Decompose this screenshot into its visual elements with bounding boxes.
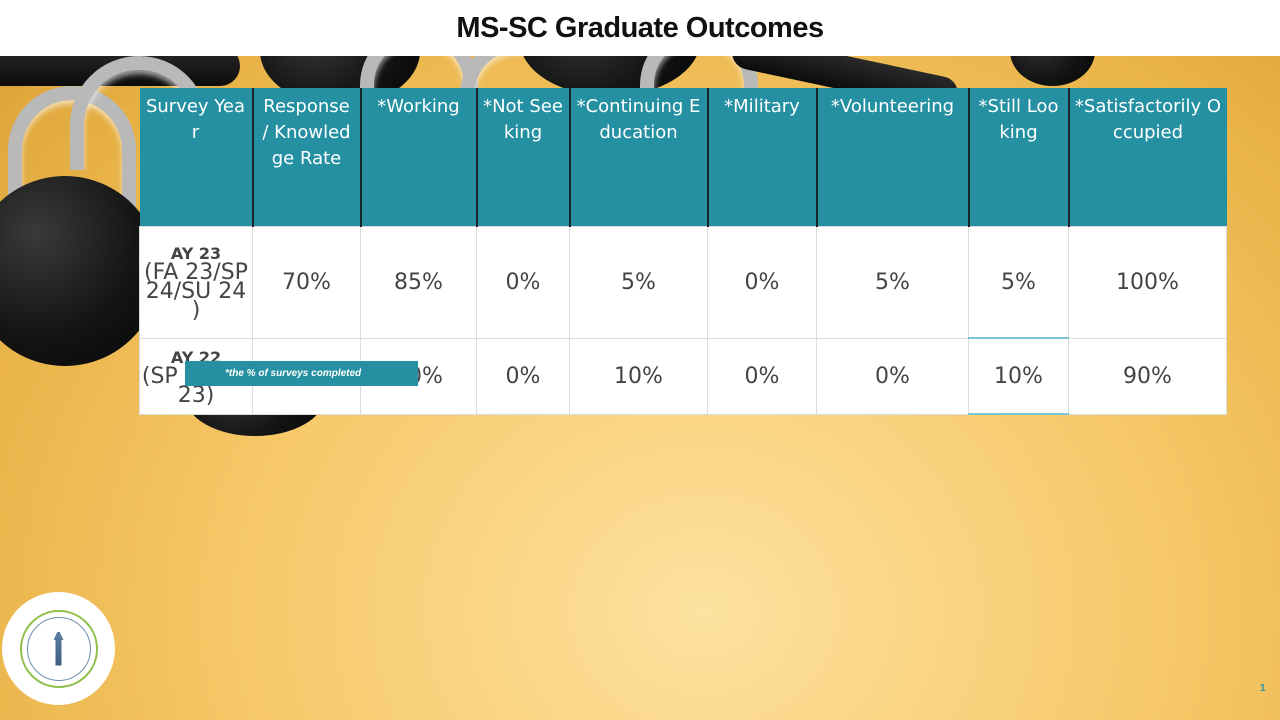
header-satisfactorily-occupied: *Satisfactorily Occupied <box>1067 88 1227 227</box>
slide-title: MS-SC Graduate Outcomes <box>456 11 824 44</box>
value-cell: 85% <box>360 226 477 339</box>
value-cell: 0% <box>816 337 969 415</box>
term-label: (FA 23/SP 24/SU 24 ) <box>144 260 248 324</box>
header-continuing-education: *Continuing Education <box>568 88 708 227</box>
header-not-seeking: *Not Seeking <box>475 88 570 227</box>
title-bar: MS-SC Graduate Outcomes <box>0 0 1280 56</box>
year-label: AY 23 <box>170 244 222 264</box>
tower-icon <box>53 631 64 666</box>
university-career-services-seal-icon <box>2 592 115 705</box>
value-cell: 5% <box>968 226 1069 339</box>
header-volunteering: *Volunteering <box>815 88 969 227</box>
value-cell: 10% <box>569 337 708 415</box>
header-still-looking: *Still Looking <box>967 88 1069 227</box>
header-response-rate: Response / Knowledge Rate <box>251 88 361 227</box>
value-cell: 10% <box>968 337 1069 415</box>
graduate-outcomes-table: Survey Year Response / Knowledge Rate *W… <box>139 88 1227 415</box>
value-cell: 0% <box>707 337 817 415</box>
table-header-row: Survey Year Response / Knowledge Rate *W… <box>139 88 1227 227</box>
value-cell: 90% <box>1068 337 1227 415</box>
header-survey-year: Survey Year <box>139 88 253 227</box>
value-cell: 5% <box>816 226 969 339</box>
header-working: *Working <box>359 88 477 227</box>
value-cell: 100% <box>1068 226 1227 339</box>
page-number: 1 <box>1260 683 1266 694</box>
value-cell: 0% <box>707 226 817 339</box>
table-row: AY 23 (FA 23/SP 24/SU 24 ) 70% 85% 0% 5%… <box>139 226 1227 339</box>
value-cell: 0% <box>476 226 570 339</box>
value-cell: 70% <box>252 226 361 339</box>
value-cell: 0% <box>476 337 570 415</box>
survey-year-cell: AY 23 (FA 23/SP 24/SU 24 ) <box>139 226 253 339</box>
response-rate-note: *the % of surveys completed <box>185 361 418 386</box>
value-cell: 5% <box>569 226 708 339</box>
header-military: *Military <box>706 88 817 227</box>
